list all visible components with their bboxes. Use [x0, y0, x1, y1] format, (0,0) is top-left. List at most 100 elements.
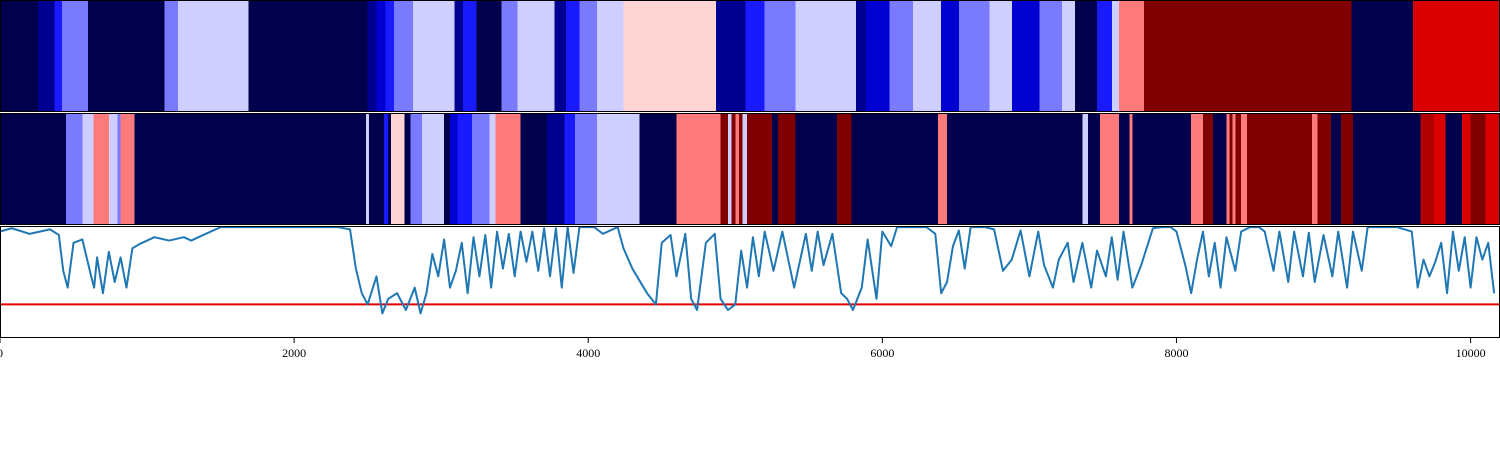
heatmap-cell — [117, 113, 121, 225]
heatmap-cell — [1132, 113, 1192, 225]
heatmap-cell — [82, 113, 94, 225]
heatmap-cell — [1129, 113, 1133, 225]
heatmap-cell — [836, 113, 852, 225]
heatmap-cell — [738, 113, 744, 225]
heatmap-cell — [735, 113, 740, 225]
heatmap-cell — [913, 0, 942, 112]
heatmap-cell — [747, 113, 773, 225]
heatmap-cell — [1075, 0, 1098, 112]
heatmap-cell — [1144, 0, 1352, 112]
heatmap-cell — [1341, 113, 1354, 225]
x-tick-label: 6000 — [870, 346, 894, 360]
heatmap-cell — [727, 113, 733, 225]
heatmap-cell — [742, 113, 748, 225]
heatmap-cell — [517, 0, 555, 112]
heatmap-cell — [579, 0, 598, 112]
heatmap-cell — [575, 113, 598, 225]
heatmap-cell — [1111, 0, 1120, 112]
heatmap-track-1 — [0, 0, 1500, 112]
heatmap-cell — [134, 113, 367, 225]
heatmap-cell — [0, 0, 39, 112]
heatmap-cell — [866, 0, 891, 112]
heatmap-cell — [623, 0, 717, 112]
heatmap-cell — [367, 0, 377, 112]
heatmap-cell — [391, 113, 405, 225]
heatmap-cell — [564, 113, 576, 225]
heatmap-cell — [388, 113, 392, 225]
heatmap-cell — [177, 0, 249, 112]
heatmap-cell — [66, 113, 83, 225]
heatmap-cell — [369, 113, 385, 225]
heatmap-cell — [566, 0, 580, 112]
heatmap-cell — [489, 113, 496, 225]
heatmap-cell — [1202, 113, 1214, 225]
heatmap-cell — [88, 0, 166, 112]
heatmap-cell — [394, 0, 414, 112]
heatmap-cell — [1470, 113, 1486, 225]
heatmap-cell — [248, 0, 369, 112]
line-panel-background — [0, 226, 1500, 338]
heatmap-cell — [795, 113, 838, 225]
heatmap-cell — [472, 113, 491, 225]
heatmap-cell — [1061, 0, 1076, 112]
heatmap-cell — [547, 113, 566, 225]
heatmap-cell — [1420, 113, 1435, 225]
heatmap-cell — [1247, 113, 1313, 225]
heatmap-cell — [554, 0, 567, 112]
heatmap-cell — [1119, 0, 1145, 112]
heatmap-cell — [958, 0, 991, 112]
series-line — [0, 226, 1496, 315]
heatmap-cell — [1097, 0, 1113, 112]
x-tick-label: 0 — [0, 346, 3, 360]
heatmap-cell — [1241, 113, 1248, 225]
heatmap-cell — [777, 113, 796, 225]
heatmap-cell — [385, 0, 395, 112]
heatmap-cell — [597, 0, 624, 112]
heatmap-cell — [383, 113, 389, 225]
heatmap-cell — [772, 113, 779, 225]
heatmap-cell — [731, 113, 736, 225]
heatmap-cell — [855, 0, 867, 112]
heatmap-cell — [450, 113, 458, 225]
heatmap-cell — [720, 113, 729, 225]
heatmap-cell — [38, 0, 55, 112]
heatmap-cell — [495, 113, 521, 225]
heatmap-cell — [1232, 113, 1236, 225]
heatmap-cell — [454, 0, 464, 112]
heatmap-cell — [61, 0, 89, 112]
heatmap-cell — [989, 0, 1013, 112]
heatmap-cell — [422, 113, 445, 225]
heatmap-cell — [413, 0, 455, 112]
heatmap-cell — [1485, 113, 1500, 225]
heatmap-cell — [404, 113, 411, 225]
heatmap-cell — [597, 113, 641, 225]
x-axis: 0 2000 4000 6000 8000 10000 — [0, 338, 1486, 360]
heatmap-cell — [1119, 113, 1130, 225]
heatmap-cell — [1413, 0, 1500, 112]
heatmap-cell — [0, 113, 67, 225]
heatmap-cell — [93, 113, 110, 225]
x-tick-label: 8000 — [1164, 346, 1188, 360]
x-tick-label: 4000 — [576, 346, 600, 360]
heatmap-cell — [851, 113, 939, 225]
heatmap-cell — [947, 113, 1083, 225]
heatmap-cell — [410, 113, 423, 225]
heatmap-cell — [501, 0, 519, 112]
heatmap-cell — [1330, 113, 1342, 225]
x-tick-label: 2000 — [282, 346, 306, 360]
heatmap-cell — [1351, 0, 1414, 112]
heatmap-cell — [795, 0, 857, 112]
line-panel — [0, 226, 1500, 338]
x-tick-label: 10000 — [1456, 346, 1486, 360]
heatmap-cell — [463, 0, 477, 112]
heatmap-cell — [1445, 113, 1463, 225]
heatmap-cell — [745, 0, 766, 112]
heatmap-cell — [108, 113, 119, 225]
heatmap-cell — [164, 0, 179, 112]
heatmap-cell — [366, 113, 370, 225]
heatmap-cell — [716, 0, 746, 112]
heatmap-cell — [1229, 113, 1233, 225]
heatmap-cell — [520, 113, 548, 225]
heatmap-cell — [938, 113, 948, 225]
